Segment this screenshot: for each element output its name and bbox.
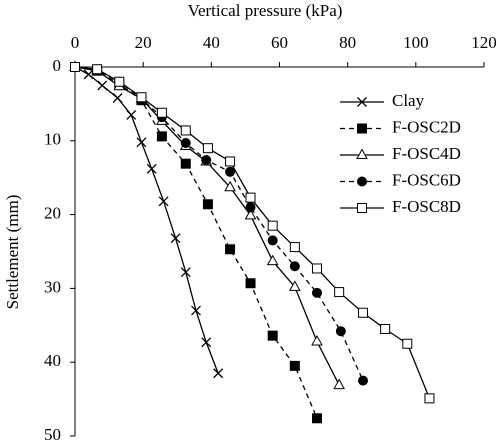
legend-marker	[357, 97, 367, 107]
marker	[83, 69, 94, 80]
marker-stroke	[126, 110, 137, 120]
marker	[126, 110, 137, 120]
marker	[267, 220, 278, 231]
marker	[146, 163, 157, 174]
legend-marker	[357, 123, 367, 134]
marker	[266, 254, 279, 266]
y-tick-label: 0	[53, 56, 62, 75]
marker	[224, 180, 236, 192]
marker	[70, 62, 80, 72]
marker	[225, 156, 236, 167]
marker-stroke	[170, 233, 181, 244]
marker-stroke	[191, 305, 201, 316]
x-tick-label: 20	[135, 33, 152, 52]
marker	[136, 137, 147, 148]
marker	[245, 202, 256, 213]
series-line	[74, 66, 340, 386]
series-line	[74, 66, 431, 399]
marker-stroke	[158, 196, 169, 207]
marker-stroke	[213, 368, 224, 379]
marker-stroke	[357, 97, 367, 107]
marker	[191, 305, 201, 316]
series-line	[74, 66, 318, 419]
marker	[245, 278, 256, 289]
y-tick-label: 40	[44, 351, 61, 370]
marker	[202, 143, 213, 154]
marker	[225, 166, 236, 177]
marker	[92, 64, 103, 75]
marker	[97, 80, 108, 91]
marker	[158, 196, 169, 207]
marker	[180, 138, 191, 149]
legend-label: F-OSC8D	[392, 197, 461, 216]
x-tick-label: 120	[471, 33, 497, 52]
y-tick-label: 50	[44, 425, 61, 444]
marker	[112, 93, 123, 103]
marker	[225, 244, 236, 255]
marker-stroke	[146, 163, 157, 174]
marker	[334, 287, 345, 298]
marker	[311, 263, 322, 274]
marker-stroke	[136, 137, 147, 148]
marker	[201, 337, 212, 348]
marker-stroke	[97, 80, 108, 91]
legend-marker	[357, 176, 367, 187]
marker-stroke	[112, 93, 123, 103]
marker-stroke	[201, 337, 212, 348]
marker	[424, 393, 435, 404]
marker	[114, 76, 125, 87]
marker	[289, 261, 300, 272]
marker	[380, 323, 391, 334]
marker	[245, 192, 256, 203]
x-tick-label: 100	[403, 33, 429, 52]
marker	[358, 307, 369, 318]
marker	[244, 208, 257, 220]
marker	[333, 378, 345, 390]
x-tick-label: 60	[271, 33, 288, 52]
marker	[180, 158, 191, 169]
legend-label: F-OSC2D	[392, 117, 461, 136]
marker	[358, 375, 369, 386]
legend-label: F-OSC4D	[392, 144, 461, 163]
marker	[289, 360, 300, 371]
marker	[311, 335, 323, 346]
marker	[136, 92, 147, 103]
series-line	[74, 66, 219, 374]
legend-label: F-OSC6D	[392, 170, 461, 189]
legend-marker	[357, 203, 367, 213]
legend-label: Clay	[392, 91, 425, 110]
marker	[170, 233, 181, 244]
x-tick-label: 0	[71, 33, 80, 52]
legend-marker	[356, 148, 368, 159]
marker-stroke	[83, 69, 94, 80]
marker	[311, 287, 322, 298]
marker	[180, 125, 191, 136]
x-tick-label: 40	[203, 33, 220, 52]
marker	[289, 242, 300, 253]
x-axis-label: Vertical pressure (kPa)	[188, 1, 343, 20]
marker	[335, 326, 346, 337]
marker	[267, 235, 278, 246]
marker	[156, 131, 167, 142]
marker	[202, 199, 213, 210]
series-line	[74, 66, 364, 381]
y-tick-label: 10	[44, 130, 61, 149]
marker-stroke	[180, 267, 191, 278]
marker	[311, 413, 322, 424]
marker	[156, 107, 167, 118]
y-tick-label: 20	[44, 204, 61, 223]
marker	[213, 368, 224, 379]
y-axis-label: Settlement (mm)	[3, 195, 22, 310]
marker	[267, 330, 278, 341]
marker	[180, 267, 191, 278]
marker	[201, 154, 212, 165]
y-tick-label: 30	[44, 277, 61, 296]
x-tick-label: 80	[339, 33, 356, 52]
marker	[402, 338, 413, 349]
marker	[288, 280, 301, 291]
